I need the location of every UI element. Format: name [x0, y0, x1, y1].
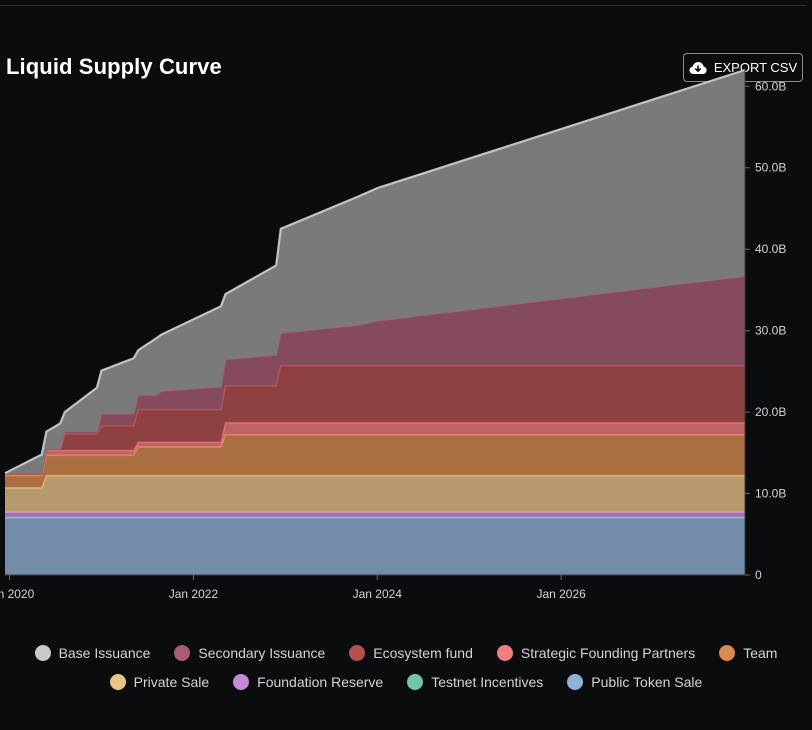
legend-row: Private Sale Foundation Reserve Testnet In… — [98, 674, 715, 690]
legend-swatch — [407, 674, 424, 690]
area-private-sale — [5, 475, 745, 513]
y-tick-label: 30.0B — [755, 324, 786, 338]
legend-swatch — [34, 645, 51, 661]
legend-item[interactable]: Testnet Incentives — [407, 674, 543, 690]
legend-label: Testnet Incentives — [431, 674, 544, 690]
area-public-token-sale — [5, 518, 745, 575]
legend-label: Ecosystem fund — [373, 645, 473, 661]
y-tick-label: 50.0B — [755, 161, 786, 175]
area-team — [5, 434, 745, 488]
legend-item[interactable]: Base Issuance — [34, 645, 151, 661]
area-strategic-founding-partners — [5, 422, 745, 476]
area-ecosystem-fund — [5, 365, 745, 475]
legend-item[interactable]: Foundation Reserve — [233, 674, 383, 690]
legend-swatch — [109, 674, 126, 690]
cloud-download-icon — [689, 61, 707, 74]
liquid-supply-chart: 0 10.0B 20.0B 30.0B 40.0B 50.0B 60.0B Jan 2020 J… — [0, 68, 786, 601]
y-tick-label: 0 — [755, 568, 762, 582]
page-title: Liquid Supply Curve — [6, 54, 222, 79]
y-tick-label: 60.0B — [755, 79, 786, 93]
legend-item[interactable]: Strategic Founding Partners — [496, 645, 696, 661]
y-tick-label: 40.0B — [755, 242, 786, 256]
legend-item[interactable]: Secondary Issuance — [174, 645, 325, 661]
legend-swatch — [174, 645, 191, 661]
line-base-issuance — [4, 68, 746, 475]
legend-row: Base Issuance Secondary Issuance Ecosystem… — [23, 645, 790, 661]
legend-label: Strategic Founding Partners — [520, 645, 696, 661]
area-secondary-issuance — [5, 276, 745, 474]
x-tick-label: Jan 2024 — [353, 587, 403, 601]
legend-swatch — [719, 645, 736, 661]
legend-label: Secondary Issuance — [198, 645, 326, 661]
y-tick-label: 10.0B — [755, 487, 786, 501]
legend-label: Team — [743, 645, 778, 661]
legend-label: Base Issuance — [58, 645, 151, 661]
x-tick-label: Jan 2022 — [169, 587, 219, 601]
x-tick-label: Jan 2026 — [536, 587, 586, 601]
x-tick-label: Jan 2020 — [0, 587, 35, 601]
legend-swatch — [567, 674, 584, 690]
legend-swatch — [349, 645, 366, 661]
legend-item[interactable]: Public Token Sale — [567, 674, 702, 690]
legend-item[interactable]: Ecosystem fund — [349, 645, 473, 661]
legend-label: Foundation Reserve — [257, 674, 384, 690]
top-divider — [0, 5, 806, 6]
legend-item[interactable]: Private Sale — [109, 674, 210, 690]
legend-swatch — [496, 645, 513, 661]
y-tick-label: 20.0B — [755, 405, 786, 419]
legend-label: Private Sale — [133, 674, 210, 690]
chart-legend: Base Issuance Secondary Issuance Ecosystem… — [0, 645, 812, 690]
legend-item[interactable]: Team — [719, 645, 777, 661]
legend-swatch — [233, 674, 250, 690]
legend-label: Public Token Sale — [591, 674, 703, 690]
area-foundation-reserve — [5, 512, 745, 518]
export-csv-label: EXPORT CSV — [713, 60, 798, 75]
area-base-issuance — [5, 70, 745, 474]
